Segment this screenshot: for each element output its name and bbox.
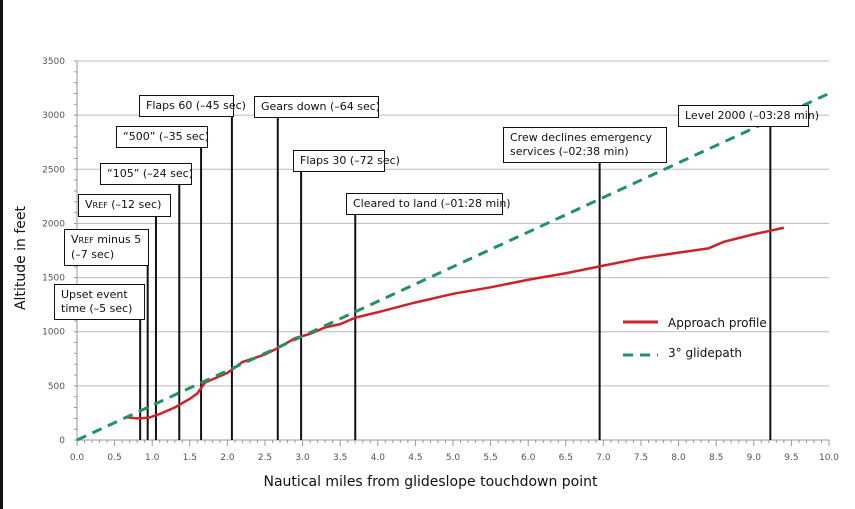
annotation-text: VREF (–12 sec): [85, 198, 162, 211]
annotation-text: Crew declines emergency: [510, 131, 652, 144]
x-tick-label: 9.5: [784, 453, 798, 463]
annotation-text: “105” (–24 sec): [107, 167, 194, 180]
x-tick-label: 4.0: [371, 453, 386, 463]
x-tick-label: 4.5: [408, 453, 422, 463]
annotation-text: Flaps 60 (–45 sec): [146, 99, 246, 112]
annotation-text: (–7 sec): [71, 248, 115, 261]
x-tick-label: 1.0: [145, 453, 160, 463]
y-tick-label: 3500: [42, 57, 65, 67]
x-tick-label: 0.0: [70, 453, 85, 463]
x-tick-label: 9.0: [747, 453, 762, 463]
annotation-box: VREF minus 5 (–7 sec): [64, 229, 149, 266]
x-tick-label: 10.0: [819, 453, 839, 463]
annotation-text: services (–02:38 min): [510, 145, 629, 158]
y-tick-label: 3000: [42, 111, 65, 121]
x-tick-label: 5.5: [483, 453, 497, 463]
annotation-text: “500” (–35 sec): [123, 130, 210, 143]
y-axis-label: Altitude in feet: [13, 206, 29, 311]
series-approach-profile-line: [125, 226, 785, 420]
y-tick-label: 500: [48, 382, 65, 392]
plot-area: 0 500 1000 1500 2000 2500 3000 3500 0.0 0.5 1.0 1.5…: [42, 57, 839, 463]
annotation-box: Level 2000 (–03:28 min): [678, 105, 820, 127]
annotation-box: Flaps 60 (–45 sec): [139, 95, 246, 117]
x-tick-label: 2.5: [258, 453, 272, 463]
x-axis-label: Nautical miles from glideslope touchdown…: [263, 474, 598, 490]
y-tick-label: 1500: [42, 274, 65, 284]
x-tick-label: 6.0: [521, 453, 536, 463]
annotation-box: “105” (–24 sec): [100, 163, 194, 185]
annotation-text: VREF minus 5: [71, 233, 142, 246]
annotation-text: Level 2000 (–03:28 min): [685, 109, 820, 122]
x-tick-label: 6.5: [559, 453, 573, 463]
annotation-box: Gears down (–64 sec): [254, 96, 381, 118]
y-tick-label: 2000: [42, 219, 65, 229]
legend-approach-profile: Approach profile: [668, 316, 767, 330]
x-tick-label: 0.5: [107, 453, 121, 463]
legend-glidepath: 3° glidepath: [668, 346, 743, 360]
x-tick-label: 7.5: [634, 453, 648, 463]
x-tick-label: 5.0: [446, 453, 461, 463]
x-tick-label: 3.0: [295, 453, 310, 463]
y-tick-label: 2500: [42, 165, 65, 175]
x-tick-label: 8.5: [709, 453, 723, 463]
annotation-box: VREF (–12 sec): [78, 194, 171, 217]
annotation-box: “500” (–35 sec): [116, 126, 210, 148]
annotation-text: Gears down (–64 sec): [261, 100, 381, 113]
annotation-text: Flaps 30 (–72 sec): [300, 154, 400, 167]
annotation-box: Flaps 30 (–72 sec): [293, 150, 400, 172]
y-tick-label: 0: [59, 436, 65, 446]
annotation-text: Upset event: [61, 288, 128, 301]
annotation-box: Cleared to land (–01:28 min): [346, 193, 511, 215]
annotation-text: Cleared to land (–01:28 min): [353, 197, 511, 210]
annotation-text: time (–5 sec): [61, 302, 133, 315]
x-tick-label: 1.5: [183, 453, 197, 463]
x-tick-label: 2.0: [220, 453, 235, 463]
annotation-box: Crew declines emergency services (–02:38 …: [503, 127, 667, 163]
x-tick-label: 3.5: [333, 453, 347, 463]
series-glidepath-line: [76, 92, 830, 442]
x-tick-label: 8.0: [671, 453, 686, 463]
y-tick-label: 1000: [42, 328, 65, 338]
annotation-box: Upset event time (–5 sec): [54, 284, 145, 320]
x-tick-label: 7.0: [596, 453, 611, 463]
